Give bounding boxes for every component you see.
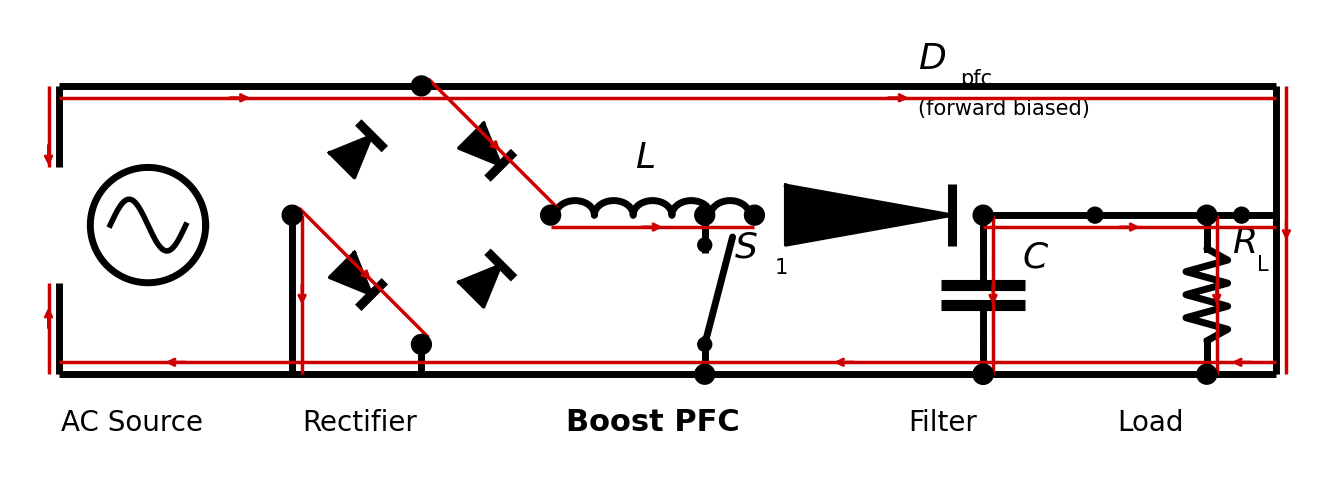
Circle shape	[1234, 207, 1250, 223]
Text: Load: Load	[1117, 409, 1184, 437]
Text: 1: 1	[775, 258, 788, 278]
Text: C: C	[1023, 241, 1048, 275]
Circle shape	[694, 364, 714, 384]
Circle shape	[1197, 364, 1217, 384]
Circle shape	[694, 205, 714, 225]
Text: Filter: Filter	[908, 409, 977, 437]
Circle shape	[973, 364, 993, 384]
Text: Rectifier: Rectifier	[302, 409, 417, 437]
Circle shape	[412, 76, 432, 96]
Text: R: R	[1232, 226, 1257, 260]
Text: D: D	[919, 42, 946, 76]
Circle shape	[1086, 207, 1104, 223]
Circle shape	[541, 205, 561, 225]
Polygon shape	[330, 252, 371, 295]
Polygon shape	[459, 265, 500, 307]
Text: pfc: pfc	[960, 69, 993, 89]
Circle shape	[698, 238, 711, 252]
Circle shape	[973, 205, 993, 225]
Text: AC Source: AC Source	[62, 409, 203, 437]
Circle shape	[1197, 205, 1217, 225]
Circle shape	[973, 364, 993, 384]
Text: Boost PFC: Boost PFC	[565, 408, 739, 437]
Circle shape	[698, 337, 711, 351]
Circle shape	[744, 205, 764, 225]
Circle shape	[282, 205, 302, 225]
Text: S: S	[734, 231, 758, 265]
Polygon shape	[459, 123, 500, 165]
Circle shape	[412, 335, 432, 354]
Text: L: L	[1257, 255, 1269, 275]
Polygon shape	[330, 136, 371, 178]
Polygon shape	[785, 185, 952, 245]
Text: L: L	[635, 142, 655, 175]
Text: (forward biased): (forward biased)	[919, 99, 1090, 119]
